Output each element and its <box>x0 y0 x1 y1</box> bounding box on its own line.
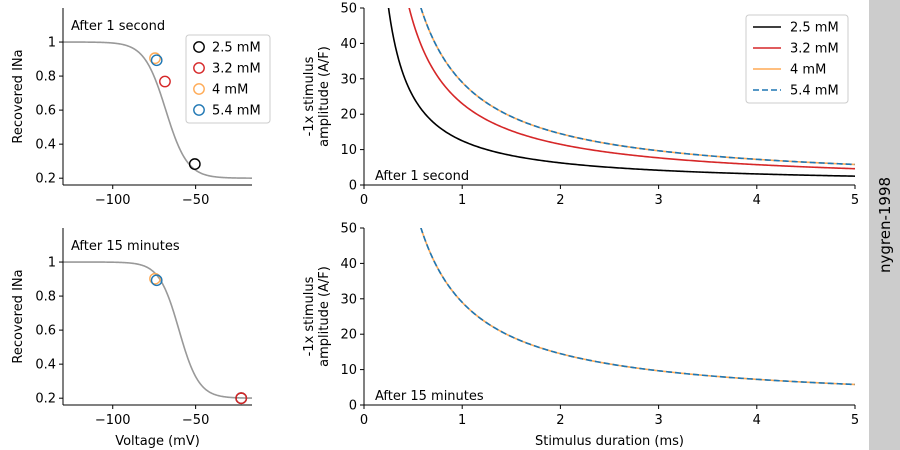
x-tick-label: 3 <box>654 413 662 428</box>
x-axis-label: Stimulus duration (ms) <box>535 434 684 449</box>
y-tick-label: 40 <box>340 37 357 52</box>
y-tick-label: 50 <box>340 222 357 237</box>
sidebar-strip <box>869 0 900 450</box>
panel-annotation: After 1 second <box>375 169 469 184</box>
legend-box <box>185 34 271 124</box>
data-point-5-4-mM <box>150 274 163 287</box>
x-axis-label: Voltage (mV) <box>115 434 200 449</box>
plot-area-br <box>420 228 855 386</box>
data-point-5-4-mM <box>150 54 163 67</box>
x-tick-label: 0 <box>360 193 368 208</box>
y-tick-label: 1 <box>48 256 56 271</box>
recovery-curve <box>63 261 252 399</box>
y-tick-label: 0.6 <box>35 324 56 339</box>
series-line-3-2-mM <box>408 8 855 170</box>
y-tick-label: 0.4 <box>35 138 56 153</box>
legend-entry: 4 mM <box>212 83 248 98</box>
plot-area-bl <box>63 261 252 405</box>
x-tick-label: −100 <box>95 413 131 428</box>
y-tick-label: 0.4 <box>35 358 56 373</box>
y-tick-label: 0.2 <box>35 172 56 187</box>
sidebar-label: nygren-1998 <box>876 177 894 273</box>
series-line-5-4-mM <box>420 8 855 166</box>
data-point-3-2-mM <box>159 75 171 88</box>
y-axis-label: Recovered INa <box>11 269 26 363</box>
legend-entry: 3.2 mM <box>790 42 839 57</box>
x-tick-label: 1 <box>458 413 466 428</box>
legend-entry: 4 mM <box>790 63 826 78</box>
series-line-5-4-mM <box>420 228 855 386</box>
data-point-4-mM <box>149 272 161 285</box>
y-tick-label: 0 <box>349 399 357 414</box>
x-tick-label: 2 <box>556 413 564 428</box>
data-point-2-5-mM <box>188 158 201 170</box>
y-tick-label: 0.8 <box>35 290 56 305</box>
panel-annotation: After 15 minutes <box>375 389 484 404</box>
x-tick-label: 0 <box>360 413 368 428</box>
x-tick-label: 2 <box>556 193 564 208</box>
y-tick-label: 0.2 <box>35 392 56 407</box>
panel-annotation: After 1 second <box>71 19 165 34</box>
y-axis-label-line-1: -1x stimulus <box>302 56 317 136</box>
legend-entry: 5.4 mM <box>212 104 261 119</box>
y-axis-label-line-2: amplitude (A/F) <box>317 266 332 367</box>
y-tick-label: 40 <box>340 257 357 272</box>
data-point-4-mM <box>149 52 161 65</box>
y-tick-label: 20 <box>340 328 357 343</box>
recovery-curve <box>63 41 252 179</box>
y-axis-label: Recovered INa <box>11 49 26 143</box>
legend-box <box>745 14 849 104</box>
x-tick-label: −100 <box>95 193 131 208</box>
series-line-4-mM <box>420 228 855 386</box>
x-tick-label: 1 <box>458 193 466 208</box>
legend-entry: 3.2 mM <box>212 62 261 77</box>
y-tick-label: 0 <box>349 179 357 194</box>
x-tick-label: 4 <box>753 193 761 208</box>
x-tick-label: 5 <box>851 193 859 208</box>
legend-marker <box>193 62 205 74</box>
x-tick-label: 3 <box>654 193 662 208</box>
plot-area-tl <box>63 41 252 179</box>
y-tick-label: 10 <box>340 363 357 378</box>
legend-marker <box>193 83 205 95</box>
legend-entry: 2.5 mM <box>790 21 839 36</box>
legend-entry: 5.4 mM <box>790 84 839 99</box>
y-axis-label-line-2: amplitude (A/F) <box>317 46 332 147</box>
panel-annotation: After 15 minutes <box>71 239 180 254</box>
plot-area-tr <box>387 8 855 177</box>
legend-entry: 2.5 mM <box>212 41 261 56</box>
y-tick-label: 10 <box>340 143 357 158</box>
panels: −100 −50 0.2 0.4 0.6 0.8 1 After 1 second Recove… <box>11 2 859 450</box>
data-point-3-2-mM <box>235 392 248 405</box>
y-tick-label: 1 <box>48 36 56 51</box>
y-tick-label: 30 <box>340 72 357 87</box>
x-tick-label: −50 <box>182 193 209 208</box>
x-tick-label: 4 <box>753 413 761 428</box>
x-tick-label: 5 <box>851 413 859 428</box>
y-tick-label: 0.8 <box>35 70 56 85</box>
panel-bl: −100 −50 0.2 0.4 0.6 0.8 1 After 15 minutes Volt… <box>11 228 252 449</box>
panel-tl: −100 −50 0.2 0.4 0.6 0.8 1 After 1 second Recove… <box>11 8 271 208</box>
y-tick-label: 50 <box>340 2 357 17</box>
legend-marker <box>193 104 205 116</box>
y-tick-label: 30 <box>340 292 357 307</box>
series-line-2-5-mM <box>387 8 855 177</box>
y-tick-label: 0.6 <box>35 104 56 119</box>
x-tick-label: −50 <box>182 413 209 428</box>
y-axis-label-line-1: -1x stimulus <box>302 276 317 356</box>
legend-marker <box>193 41 205 53</box>
y-tick-label: 20 <box>340 108 357 123</box>
